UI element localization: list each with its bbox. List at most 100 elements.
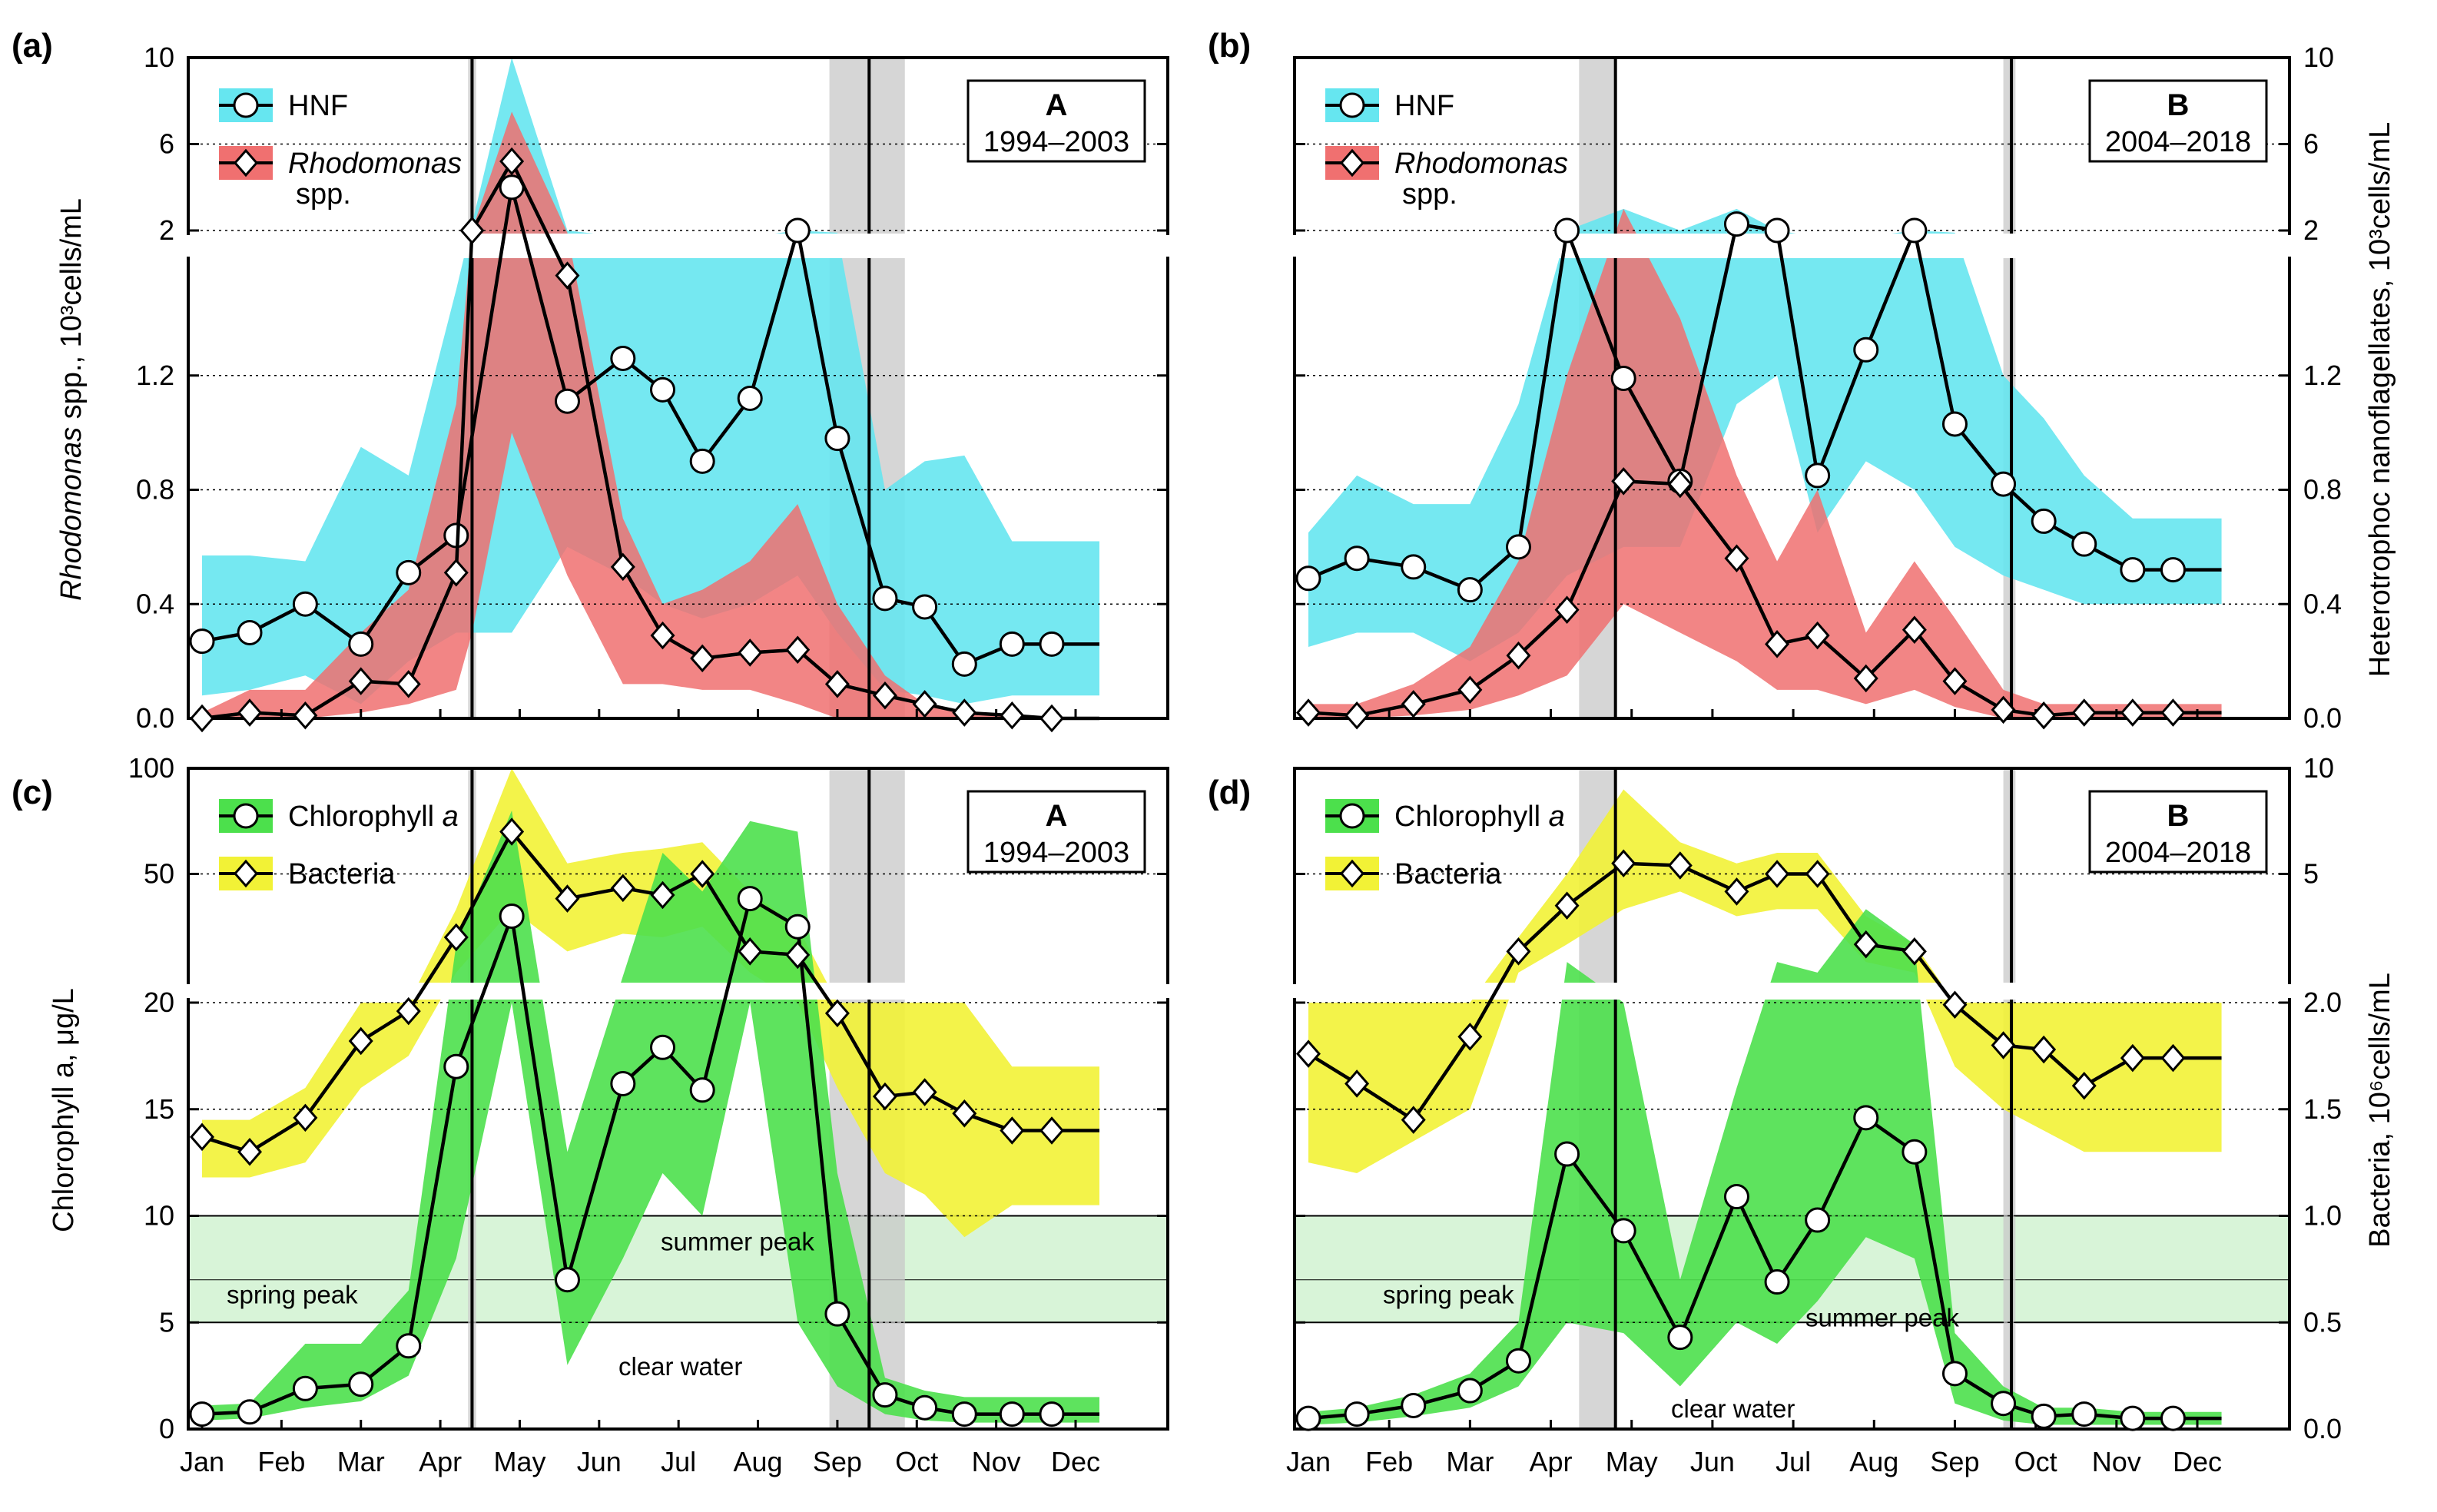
reference-band [188, 1215, 1168, 1323]
point-diamond [190, 1122, 214, 1152]
period-box [967, 790, 1146, 874]
point-diamond [1805, 860, 1830, 888]
point-circle [1554, 217, 1580, 244]
axis-break-mask [187, 235, 1169, 257]
point-circle [396, 1333, 422, 1359]
point-diamond [1344, 701, 1370, 730]
point-diamond [1401, 690, 1426, 718]
month-label: Jul [661, 1446, 696, 1477]
point-circle [1805, 1207, 1831, 1233]
tick-label: 1.5 [2303, 1093, 2342, 1125]
point-diamond [396, 996, 421, 1026]
point-circle [1610, 1218, 1636, 1244]
point-circle [2031, 508, 2057, 534]
point-diamond [1039, 1116, 1064, 1145]
point-circle [824, 426, 850, 452]
point-diamond [1344, 1069, 1370, 1098]
point-diamond [555, 884, 580, 913]
tick-label: 0.0 [136, 702, 174, 734]
point-circle [1401, 554, 1427, 580]
tick-label: 2 [2303, 214, 2319, 246]
point-diamond [690, 644, 715, 673]
point-diamond [690, 860, 715, 888]
point-diamond [1506, 641, 1531, 670]
period-box-years: 1994–2003 [983, 837, 1129, 869]
point-diamond [824, 999, 850, 1028]
point-circle [237, 1399, 263, 1425]
point-circle [650, 376, 676, 403]
point-circle [499, 904, 525, 929]
point-circle [1039, 631, 1065, 657]
month-label: Apr [419, 1446, 462, 1477]
point-circle [872, 585, 898, 612]
band-rhodomonas-spp. [202, 111, 1100, 718]
month-label: May [493, 1446, 545, 1477]
point-circle [2160, 1405, 2186, 1431]
point-diamond [2031, 1035, 2057, 1064]
tick-label: 2.0 [2303, 986, 2342, 1018]
period-box [2088, 79, 2268, 163]
tick-label: 1.2 [136, 360, 174, 391]
point-diamond [912, 690, 937, 718]
tick-label: 0.0 [2303, 702, 2342, 734]
point-circle [737, 386, 763, 411]
point-circle [348, 631, 374, 657]
legend-label: HNF [288, 90, 348, 122]
point-circle [824, 1301, 850, 1327]
point-circle [689, 1077, 715, 1103]
right-axis-title-bottom: Bacteria, 10⁶cells/mL [2364, 973, 2396, 1248]
point-diamond [190, 704, 214, 733]
panel-label-a: (a) [12, 27, 53, 65]
point-circle [348, 1371, 374, 1398]
point-diamond [952, 698, 977, 727]
point-diamond [1506, 937, 1531, 966]
tick-label: 5 [2303, 858, 2319, 890]
panel-label-d: (d) [1208, 774, 1251, 811]
period-box-years: 1994–2003 [983, 126, 1129, 158]
annotation-clear-water: clear water [618, 1352, 742, 1381]
legend-marker [234, 148, 258, 177]
left-axis-title-top-rest: spp., 10³cells/mL [55, 198, 88, 419]
point-circle [1764, 1269, 1790, 1295]
point-diamond [555, 261, 580, 290]
point-diamond [1554, 595, 1580, 624]
legend-label: Bacteria [288, 858, 396, 890]
period-box-label: A [1046, 799, 1068, 833]
legend-marker [233, 803, 259, 829]
point-circle [1941, 1361, 1968, 1387]
left-axis-title-bottom: Chlorophyll a, μg/L [48, 988, 80, 1232]
point-circle [1344, 545, 1370, 572]
point-circle [999, 631, 1025, 657]
month-label: Mar [1446, 1446, 1494, 1477]
point-diamond [650, 880, 675, 910]
annotation-spring-peak: spring peak [227, 1280, 358, 1308]
point-circle [1457, 1378, 1483, 1404]
panel-c: 0 5 10 15 20 50 100 Jan Feb Mar Apr May Jun Jul Aug Sep… [128, 752, 1169, 1477]
annotation-summer-peak: summer peak [661, 1228, 814, 1256]
point-diamond [1296, 1040, 1321, 1068]
point-circle [610, 1070, 636, 1096]
point-diamond [1853, 930, 1878, 959]
point-circle [1457, 577, 1483, 603]
legend-marker [1339, 92, 1365, 118]
legend-label-italic: a [443, 801, 459, 833]
tick-label: 1.0 [2303, 1200, 2342, 1232]
point-circle [1505, 1348, 1531, 1374]
point-diamond [1765, 860, 1790, 888]
point-circle [237, 619, 263, 645]
point-circle [650, 1034, 676, 1060]
point-circle [2031, 1403, 2057, 1429]
legend-label-suffix: spp. [1402, 178, 1457, 211]
point-diamond [1724, 877, 1749, 906]
period-box [967, 79, 1146, 163]
tick-label: 10 [2303, 752, 2334, 784]
point-diamond [1554, 891, 1580, 920]
point-circle [1295, 1405, 1321, 1431]
month-label: Dec [2173, 1446, 2222, 1477]
legend-label-italic: a [1549, 801, 1565, 833]
point-diamond [1457, 675, 1483, 705]
point-circle [1344, 1401, 1370, 1427]
point-circle [951, 651, 977, 677]
point-diamond [1667, 469, 1693, 499]
point-diamond [1039, 704, 1064, 733]
